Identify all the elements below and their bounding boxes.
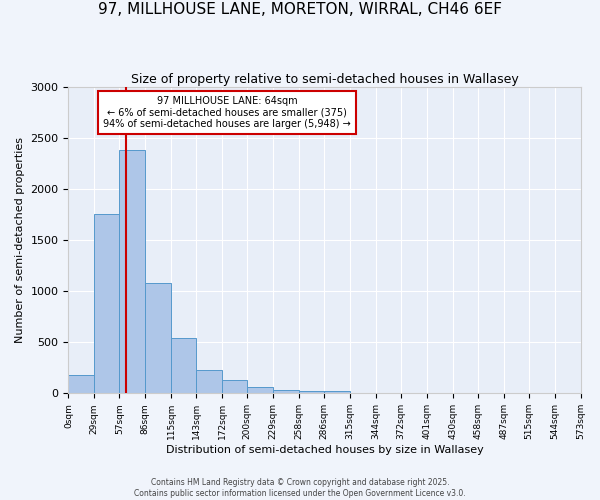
Text: 97 MILLHOUSE LANE: 64sqm
← 6% of semi-detached houses are smaller (375)
94% of s: 97 MILLHOUSE LANE: 64sqm ← 6% of semi-de… [103, 96, 351, 129]
Bar [196, 370, 222, 394]
Text: Contains HM Land Registry data © Crown copyright and database right 2025.
Contai: Contains HM Land Registry data © Crown c… [134, 478, 466, 498]
Bar [171, 338, 196, 394]
Bar [299, 391, 324, 394]
Bar [273, 390, 299, 394]
Bar [222, 380, 247, 394]
Y-axis label: Number of semi-detached properties: Number of semi-detached properties [15, 137, 25, 343]
X-axis label: Distribution of semi-detached houses by size in Wallasey: Distribution of semi-detached houses by … [166, 445, 484, 455]
Bar [68, 376, 94, 394]
Bar [324, 391, 350, 394]
Bar [94, 214, 119, 394]
Text: 97, MILLHOUSE LANE, MORETON, WIRRAL, CH46 6EF: 97, MILLHOUSE LANE, MORETON, WIRRAL, CH4… [98, 2, 502, 18]
Bar [145, 284, 171, 394]
Bar [119, 150, 145, 394]
Bar [247, 386, 273, 394]
Title: Size of property relative to semi-detached houses in Wallasey: Size of property relative to semi-detach… [131, 72, 518, 86]
